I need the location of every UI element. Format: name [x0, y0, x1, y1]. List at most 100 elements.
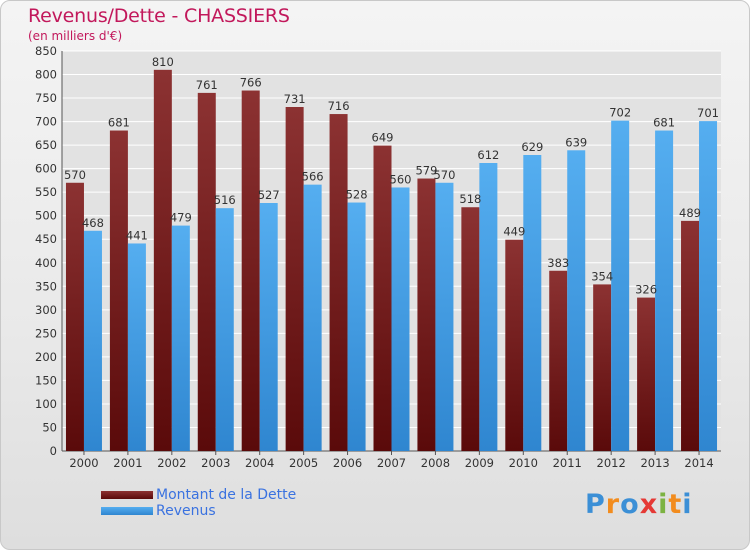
logo-letter: o: [620, 489, 640, 520]
bar-debt: [417, 178, 436, 451]
label-debt: 649: [372, 131, 394, 145]
x-tick-label: 2011: [553, 456, 582, 470]
bar-revenue: [259, 203, 278, 451]
bar-revenue: [127, 243, 146, 451]
label-debt: 579: [415, 164, 437, 178]
label-revenue: 560: [390, 172, 412, 186]
bar-debt: [241, 90, 260, 451]
x-tick-label: 2013: [640, 456, 669, 470]
bar-revenue: [567, 150, 586, 451]
label-debt: 518: [459, 192, 481, 206]
legend-swatch-debt: [101, 491, 153, 499]
label-revenue: 516: [214, 193, 236, 207]
x-tick-label: 2004: [245, 456, 274, 470]
bar-revenue: [479, 163, 498, 451]
label-debt: 326: [635, 283, 657, 297]
logo-letter: x: [639, 489, 659, 520]
y-tick-label: 150: [35, 373, 57, 387]
y-tick-label: 350: [35, 279, 57, 293]
label-debt: 681: [108, 116, 130, 130]
x-tick-label: 2007: [377, 456, 406, 470]
proxiti-logo: Proxiti: [585, 489, 693, 520]
y-tick-label: 500: [35, 209, 57, 223]
y-tick-label: 550: [35, 185, 57, 199]
bar-revenue: [83, 230, 102, 451]
bar-debt: [197, 92, 216, 451]
x-tick-label: 2003: [201, 456, 230, 470]
y-tick-label: 400: [35, 256, 57, 270]
legend-label-revenue: Revenus: [156, 503, 216, 519]
y-tick-label: 650: [35, 138, 57, 152]
legend-label-debt: Montant de la Dette: [156, 487, 297, 503]
bar-debt: [505, 239, 524, 451]
x-tick-label: 2006: [333, 456, 362, 470]
bar-debt: [549, 270, 568, 451]
y-tick-label: 200: [35, 350, 57, 364]
label-debt: 570: [64, 168, 86, 182]
label-debt: 731: [284, 92, 306, 106]
logo-letter: t: [668, 489, 683, 520]
x-tick-label: 2000: [69, 456, 98, 470]
label-revenue: 566: [302, 170, 324, 184]
label-revenue: 468: [82, 216, 104, 230]
chart-subtitle: (en milliers d'€): [28, 29, 123, 43]
bar-debt: [65, 182, 84, 451]
label-revenue: 701: [697, 106, 719, 120]
label-revenue: 441: [126, 228, 148, 242]
y-tick-label: 850: [35, 44, 57, 58]
y-tick-label: 450: [35, 232, 57, 246]
x-tick-label: 2010: [509, 456, 538, 470]
label-revenue: 629: [521, 140, 543, 154]
bar-revenue: [699, 121, 718, 451]
bar-debt: [593, 284, 612, 451]
y-tick-label: 600: [35, 162, 57, 176]
y-tick-label: 50: [42, 420, 57, 434]
bar-debt: [637, 297, 656, 451]
bar-debt: [329, 114, 348, 451]
bar-revenue: [655, 130, 674, 451]
bar-debt: [461, 207, 480, 451]
bar-debt: [285, 107, 304, 451]
x-tick-label: 2002: [157, 456, 186, 470]
y-tick-label: 0: [50, 444, 57, 458]
bar-revenue: [215, 208, 234, 451]
logo-letter: i: [682, 489, 693, 520]
label-revenue: 479: [170, 211, 192, 225]
x-tick-label: 2009: [465, 456, 494, 470]
label-debt: 761: [196, 78, 218, 92]
x-tick-label: 2008: [421, 456, 450, 470]
label-debt: 810: [152, 55, 174, 69]
label-revenue: 527: [258, 188, 280, 202]
label-revenue: 702: [609, 106, 631, 120]
bar-debt: [153, 69, 172, 451]
y-tick-label: 250: [35, 326, 57, 340]
x-tick-label: 2005: [289, 456, 318, 470]
label-debt: 489: [679, 206, 701, 220]
bar-revenue: [303, 184, 322, 451]
label-debt: 716: [328, 99, 350, 113]
label-revenue: 528: [346, 188, 368, 202]
bar-revenue: [611, 120, 630, 451]
bar-debt: [681, 220, 700, 451]
label-debt: 449: [503, 225, 525, 239]
logo-letter: P: [585, 489, 606, 520]
label-revenue: 681: [653, 116, 675, 130]
y-tick-label: 750: [35, 91, 57, 105]
bar-debt: [373, 145, 392, 451]
logo-letter: r: [605, 489, 621, 520]
chart-title: Revenus/Dette - CHASSIERS: [28, 5, 290, 27]
logo-letter: i: [658, 489, 669, 520]
bar-revenue: [523, 155, 542, 451]
bar-revenue: [347, 202, 366, 451]
x-tick-label: 2001: [113, 456, 142, 470]
y-tick-label: 700: [35, 115, 57, 129]
bar-debt: [109, 130, 128, 451]
label-revenue: 570: [433, 168, 455, 182]
label-revenue: 639: [565, 135, 587, 149]
label-debt: 766: [240, 76, 262, 90]
label-debt: 383: [547, 256, 569, 270]
label-revenue: 612: [477, 148, 499, 162]
y-tick-label: 300: [35, 303, 57, 317]
